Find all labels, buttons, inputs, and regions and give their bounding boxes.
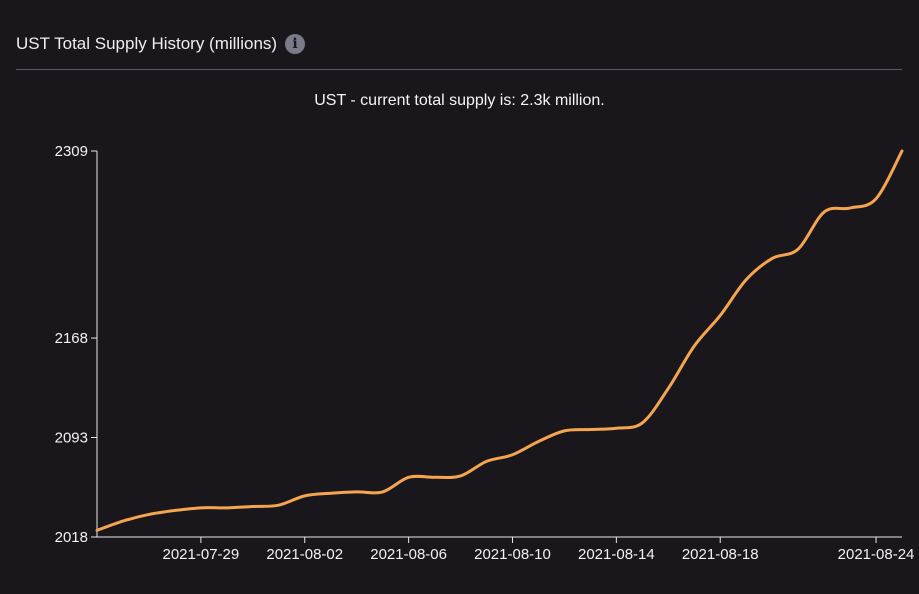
chart-axes xyxy=(96,151,902,538)
data-point xyxy=(642,422,643,423)
data-point xyxy=(304,495,305,496)
data-point xyxy=(876,198,877,199)
y-tick-label: 2093 xyxy=(55,430,88,447)
data-point xyxy=(382,491,383,492)
data-point xyxy=(616,428,617,429)
y-axis-ticks: 2018 2093 2168 2309 xyxy=(55,143,97,546)
chart-title: UST - current total supply is: 2.3k mill… xyxy=(314,92,605,109)
data-point xyxy=(226,507,227,508)
data-point xyxy=(538,441,539,442)
data-point xyxy=(200,507,201,508)
y-tick-label: 2168 xyxy=(55,330,88,347)
data-point xyxy=(252,506,253,507)
x-tick-label: 2021-07-29 xyxy=(163,546,240,563)
data-point xyxy=(772,258,773,259)
data-point xyxy=(122,521,123,522)
x-tick-label: 2021-08-10 xyxy=(474,546,551,563)
data-point xyxy=(97,530,98,531)
data-point xyxy=(460,475,461,476)
data-point xyxy=(720,315,721,316)
data-point xyxy=(512,454,513,455)
x-tick-label: 2021-08-14 xyxy=(578,546,655,563)
card-header: UST Total Supply History (millions) i xyxy=(16,30,306,58)
data-point xyxy=(850,208,851,209)
data-point xyxy=(148,514,149,515)
x-axis-ticks: 2021-07-29 2021-08-02 2021-08-06 2021-08-10… xyxy=(163,537,915,563)
data-point xyxy=(330,493,331,494)
card-title: UST Total Supply History (millions) xyxy=(16,34,278,53)
info-icon[interactable]: i xyxy=(285,34,306,54)
x-tick-label: 2021-08-24 xyxy=(838,546,915,563)
data-point xyxy=(408,477,409,478)
data-point xyxy=(174,510,175,511)
data-point xyxy=(356,491,357,492)
data-point xyxy=(694,345,695,346)
data-point xyxy=(798,249,799,250)
data-point xyxy=(434,477,435,478)
x-tick-label: 2021-08-02 xyxy=(266,546,343,563)
series-layer xyxy=(95,149,904,532)
data-point xyxy=(902,151,903,152)
data-point xyxy=(824,212,825,213)
data-point xyxy=(278,505,279,506)
data-point xyxy=(746,279,747,280)
data-point xyxy=(564,430,565,431)
y-tick-label: 2309 xyxy=(55,143,88,160)
series-line xyxy=(95,149,904,532)
x-tick-label: 2021-08-06 xyxy=(370,546,447,563)
x-tick-label: 2021-08-18 xyxy=(682,546,759,563)
header-divider xyxy=(16,69,902,70)
y-tick-label: 2018 xyxy=(55,529,88,546)
data-point xyxy=(590,429,591,430)
data-point xyxy=(668,388,669,389)
data-point xyxy=(486,461,487,462)
